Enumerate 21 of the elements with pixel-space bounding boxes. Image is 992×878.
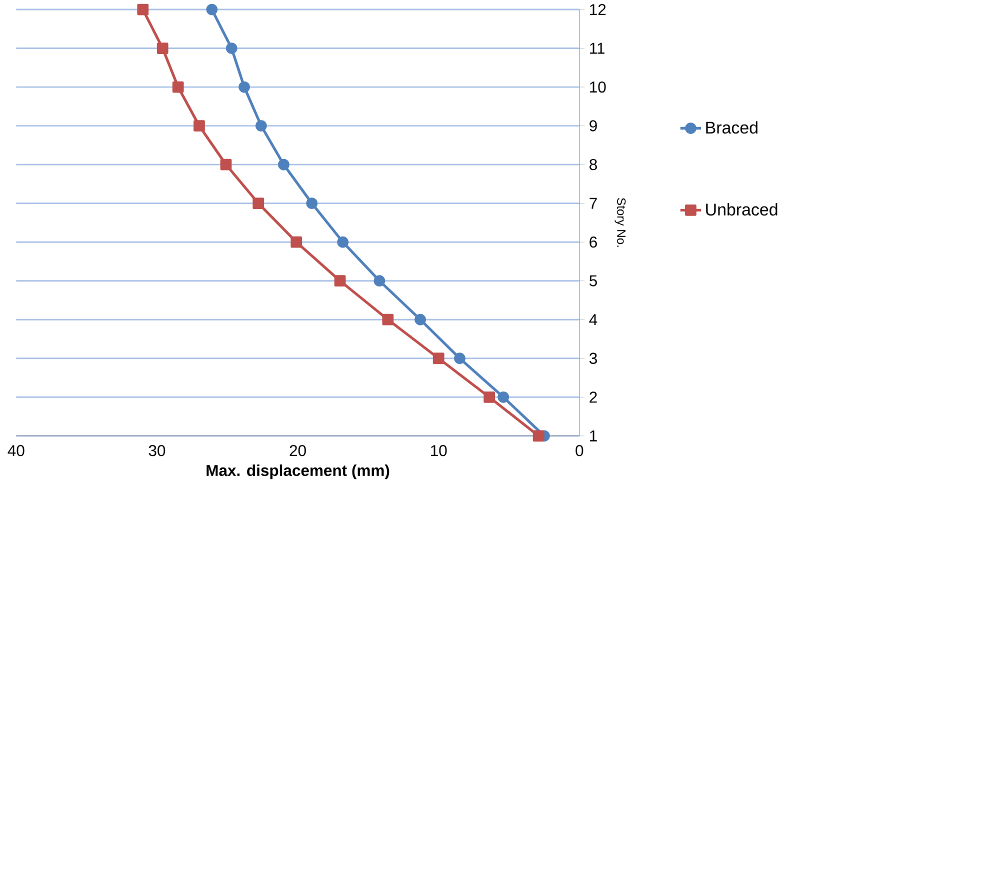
y-tick-label: 6 [590, 236, 597, 248]
y-tick-label: 12 [590, 4, 606, 16]
x-tick-label: 30 [148, 445, 166, 456]
x-axis-title: Max. displacement (mm) [206, 464, 390, 480]
y-tick-label: 11 [590, 42, 604, 54]
x-tick-label: 20 [290, 445, 306, 456]
y-tick-label: 9 [590, 120, 597, 132]
y-tick-label: 4 [589, 314, 598, 326]
x-tick-label: 40 [8, 445, 24, 456]
x-tick-label: 10 [431, 445, 447, 456]
legend-label: Unbraced [706, 203, 778, 216]
y-tick-label: 2 [590, 392, 597, 403]
x-tick-label: 0 [576, 445, 584, 456]
y-tick-label: 10 [590, 82, 606, 93]
y-axis-title: Story No. [614, 198, 626, 247]
legend-label: Braced [706, 121, 758, 134]
y-tick-label: 1 [590, 430, 597, 442]
y-tick-label: 7 [590, 198, 597, 209]
y-tick-label: 3 [589, 352, 597, 364]
y-tick-label: 8 [590, 159, 597, 170]
y-tick-label: 5 [589, 275, 597, 286]
